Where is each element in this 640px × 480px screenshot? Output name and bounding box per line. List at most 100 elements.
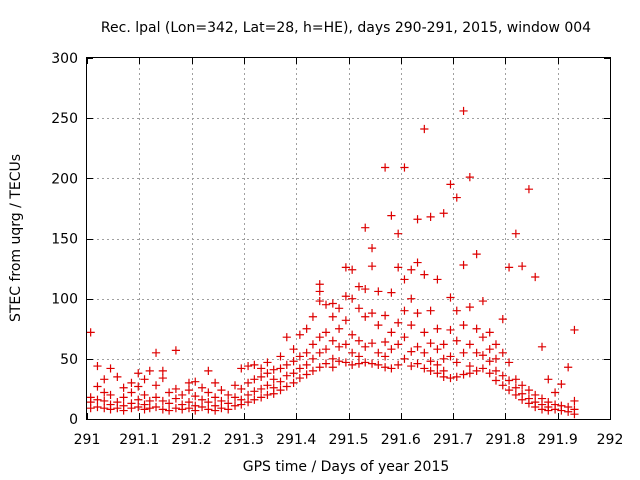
x-tick-labels: 291 291.1 291.2 291.3 291.4 291.5 291.6 291.7 29… [74,432,624,448]
data-point [145,366,154,375]
data-point [308,366,318,375]
data-point [524,185,534,194]
data-point [557,380,566,389]
data-point [100,404,109,413]
data-point [394,340,403,349]
data-point [413,342,422,351]
data-point [127,388,136,397]
data-point [171,346,181,355]
data-point [511,383,520,392]
data-point [426,339,435,348]
data-point [197,383,207,392]
data-point [191,377,200,386]
data-point [446,293,455,302]
x-tick-label: 291.2 [172,432,212,448]
data-point [134,382,143,391]
data-point [472,348,481,357]
data-point [158,366,167,375]
data-point [119,393,128,402]
data-point [257,393,266,402]
data-point [413,359,422,368]
data-point [100,396,109,406]
data-point [459,348,468,357]
data-point [407,361,416,371]
x-tick-label: 291.8 [485,432,525,448]
data-point [315,363,324,372]
data-point [518,262,527,271]
data-point [361,284,370,294]
data-point [570,410,579,419]
data-point [374,360,383,369]
data-point [113,404,122,413]
data-point [315,296,324,306]
data-point [354,352,364,361]
data-point [485,369,494,378]
data-point [302,360,311,369]
data-point [158,396,167,406]
data-point [243,378,253,387]
data-point [400,354,409,363]
y-axis-label: STEC from uqrg / TECUs [8,154,24,322]
data-point [413,215,422,224]
data-point [328,354,337,363]
data-point [459,370,468,379]
data-point [433,275,442,284]
data-point [511,229,520,238]
y-tick-label: 100 [51,292,78,308]
data-point [354,282,364,291]
data-point [134,369,143,378]
data-point [93,361,102,371]
data-point [243,390,253,400]
data-point [127,404,136,413]
data-points [86,106,579,419]
data-point [204,388,213,397]
data-point [498,348,507,357]
data-point [341,263,350,272]
data-point [465,173,474,182]
data-point [452,372,461,381]
data-point [426,366,435,375]
data-point [289,357,298,366]
data-point [361,342,370,351]
data-point [550,405,560,414]
data-point [361,358,370,367]
data-point [315,287,324,296]
data-point [491,340,501,349]
data-point [171,384,181,394]
data-point [394,318,403,327]
data-point [243,398,253,407]
data-point [93,402,102,412]
data-point [158,373,167,383]
data-point [537,405,547,414]
data-point [426,212,435,221]
data-point [557,406,566,415]
data-point [518,395,527,404]
data-point [334,304,344,313]
data-point [151,381,161,390]
data-point [263,358,272,367]
data-point [485,328,494,337]
data-point [531,390,540,400]
data-point [134,402,143,412]
data-point [263,390,272,400]
x-tick-label: 292 [597,432,624,448]
data-point [491,376,501,385]
data-point [257,372,266,381]
data-point [211,406,220,415]
data-point [237,400,246,409]
data-point [446,180,455,189]
data-point [498,315,507,324]
data-point [387,345,396,354]
data-point [217,386,226,395]
data-point [308,312,318,321]
data-point [485,357,494,366]
data-point [374,321,383,330]
data-point [511,390,520,400]
data-point [498,381,507,390]
data-point [341,340,350,349]
data-point [446,325,455,335]
data-point [433,324,442,333]
data-point [191,406,200,415]
data-point [478,351,488,360]
